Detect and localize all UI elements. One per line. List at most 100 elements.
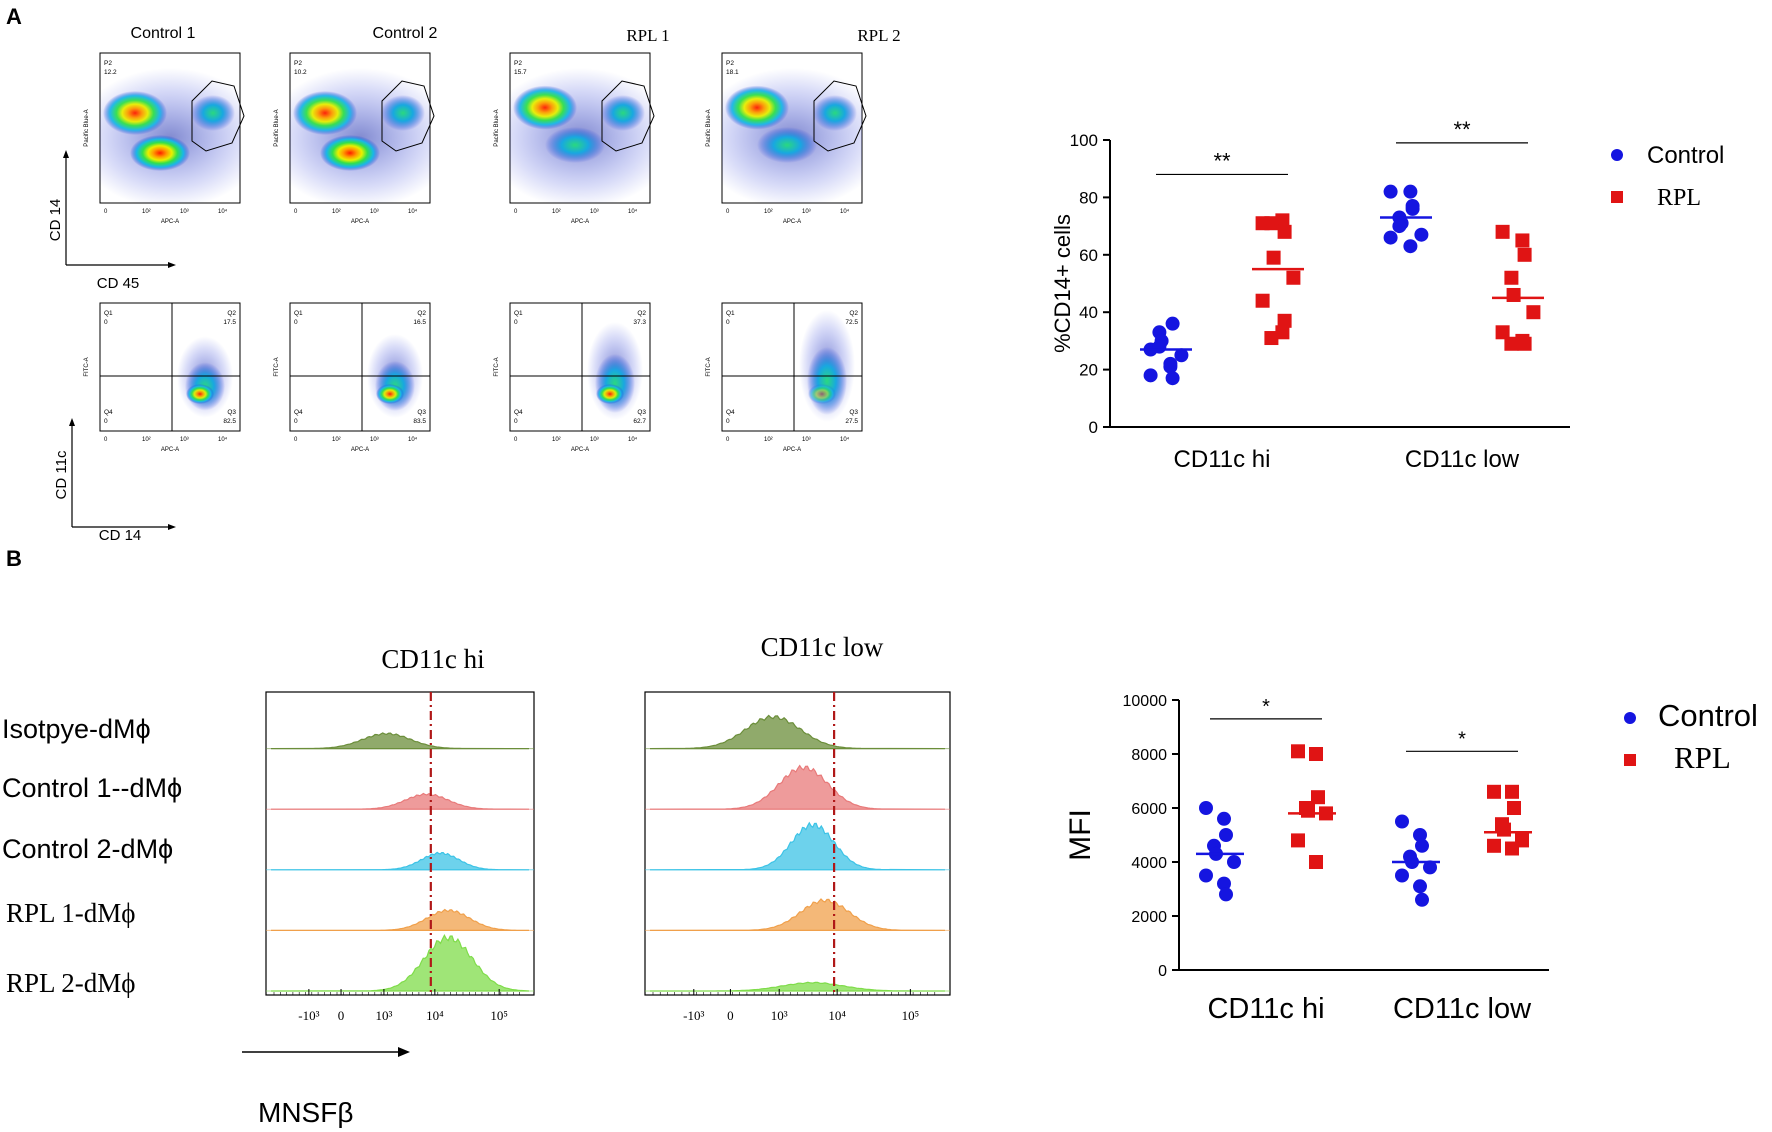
y-tick-label: 80	[1079, 188, 1098, 207]
plot-x-label: APC-A	[571, 447, 589, 453]
y-tick-label: 0	[1089, 418, 1098, 437]
quadrant-name: Q4	[294, 409, 303, 416]
data-point-rpl	[1497, 822, 1511, 837]
histogram-peak	[649, 898, 946, 931]
significance-marker: *	[1262, 696, 1270, 718]
density-cluster	[807, 347, 847, 415]
quadrant-name: Q3	[849, 409, 858, 416]
plot-density	[722, 68, 862, 203]
data-point-control	[1219, 828, 1233, 842]
data-point-rpl	[1517, 247, 1532, 262]
x-tick-label: 10⁴	[426, 1008, 444, 1023]
sample-title: Control 2	[373, 25, 438, 42]
data-point-control	[1405, 199, 1420, 214]
quadrant-name: Q2	[637, 310, 646, 317]
y-tick-label: 4000	[1131, 855, 1167, 872]
row1-axis-arrows: CD 14 CD 45	[47, 150, 176, 292]
histogram-row-label: RPL 1-dMϕ	[6, 898, 135, 928]
plot-y-label: FITC-A	[494, 357, 500, 376]
gate-value: 12.2	[104, 69, 117, 76]
legend-marker-control	[1611, 149, 1623, 161]
row2-axis-arrows: CD 11c CD 14	[53, 418, 176, 544]
plot-density	[290, 68, 430, 203]
data-point-rpl	[1506, 287, 1521, 302]
plot-x-label: APC-A	[351, 219, 369, 225]
x-category-label: CD11c hi	[1174, 446, 1271, 473]
data-point-rpl	[1266, 250, 1281, 265]
tick-label: 10³	[370, 437, 379, 443]
x-tick-label: 0	[727, 1008, 734, 1023]
data-point-control	[1219, 887, 1233, 902]
density-cluster	[813, 95, 857, 131]
histogram-peak	[270, 851, 530, 871]
data-point-rpl	[1507, 801, 1521, 815]
data-point-control	[1217, 876, 1231, 891]
density-cluster	[596, 384, 624, 404]
histogram-column-title: CD11c hi	[381, 644, 484, 674]
legend-label: Control	[1658, 698, 1758, 733]
data-point-control	[1413, 828, 1427, 842]
quadrant-value: 16.5	[413, 319, 426, 326]
x-tick-label: 10⁵	[490, 1008, 508, 1023]
panel-b-label: B	[6, 546, 22, 571]
data-point-control	[1423, 860, 1437, 875]
tick-label: 10²	[764, 209, 773, 215]
significance-marker: **	[1453, 117, 1471, 142]
plot-y-label: Pacific Blue-A	[706, 109, 712, 146]
plot-x-label: APC-A	[783, 219, 801, 225]
density-cluster	[103, 91, 167, 135]
plot-y-label: FITC-A	[706, 357, 712, 376]
data-point-rpl	[1495, 325, 1510, 340]
plot-x-label: APC-A	[351, 447, 369, 453]
quadrant-value: 0	[514, 319, 518, 326]
quadrant-name: Q4	[514, 409, 523, 416]
density-cluster	[545, 127, 605, 163]
gate-polygon	[191, 80, 245, 152]
y-axis-title: MFI	[1064, 809, 1097, 861]
data-point-rpl	[1487, 838, 1501, 853]
data-point-rpl	[1286, 270, 1301, 285]
quadrant-value: 0	[294, 319, 298, 326]
data-point-control	[1414, 227, 1429, 242]
histogram-stack: -10³ 0 10³ 10⁴ 10⁵	[265, 691, 535, 1023]
plot-density	[510, 68, 650, 203]
data-point-control	[1165, 371, 1180, 386]
tick-label: 10²	[332, 437, 341, 443]
plot-y-label: FITC-A	[84, 357, 90, 376]
tick-label: 10³	[180, 209, 189, 215]
legend-label: RPL	[1657, 185, 1701, 211]
data-point-rpl	[1275, 325, 1290, 340]
data-point-rpl	[1311, 790, 1325, 805]
histogram-peak	[270, 908, 530, 931]
density-cluster	[293, 91, 357, 135]
legend-marker-rpl	[1624, 754, 1636, 766]
data-point-rpl	[1275, 213, 1290, 228]
quadrant-name: Q4	[104, 409, 113, 416]
tick-label: 10²	[142, 437, 151, 443]
chart-mfi: 0 2000 4000 6000 8000 10000 MFI CD11c hi CD11c l…	[1064, 693, 1758, 1025]
y-tick-label: 8000	[1131, 747, 1167, 764]
tick-label: 10⁴	[628, 208, 638, 215]
plot-y-label: Pacific Blue-A	[494, 109, 500, 146]
y-tick-label: 2000	[1131, 909, 1167, 926]
tick-label: 0	[726, 437, 730, 443]
data-point-control	[1217, 811, 1231, 826]
histogram-column-title: CD11c low	[761, 632, 884, 662]
quadrant-value: 72.5	[845, 319, 858, 326]
gate-name: P2	[726, 60, 734, 67]
data-point-rpl	[1505, 841, 1519, 856]
tick-label: 10⁴	[218, 208, 228, 215]
tick-label: 10⁴	[840, 208, 850, 215]
x-tick-label: -10³	[298, 1008, 319, 1023]
data-point-control	[1395, 814, 1409, 829]
quadrant-name: Q4	[726, 409, 735, 416]
quadrant-name: Q2	[849, 310, 858, 317]
x-tick-label: 0	[338, 1008, 345, 1023]
data-point-control	[1174, 348, 1189, 363]
tick-label: 10⁴	[628, 436, 638, 443]
histogram-stack: -10³ 0 10³ 10⁴ 10⁵	[644, 691, 951, 1023]
tick-label: 0	[104, 437, 108, 443]
tick-label: 10⁴	[408, 208, 418, 215]
row2-x-axis-label: CD 14	[99, 527, 142, 544]
sample-title: RPL 2	[857, 26, 900, 45]
